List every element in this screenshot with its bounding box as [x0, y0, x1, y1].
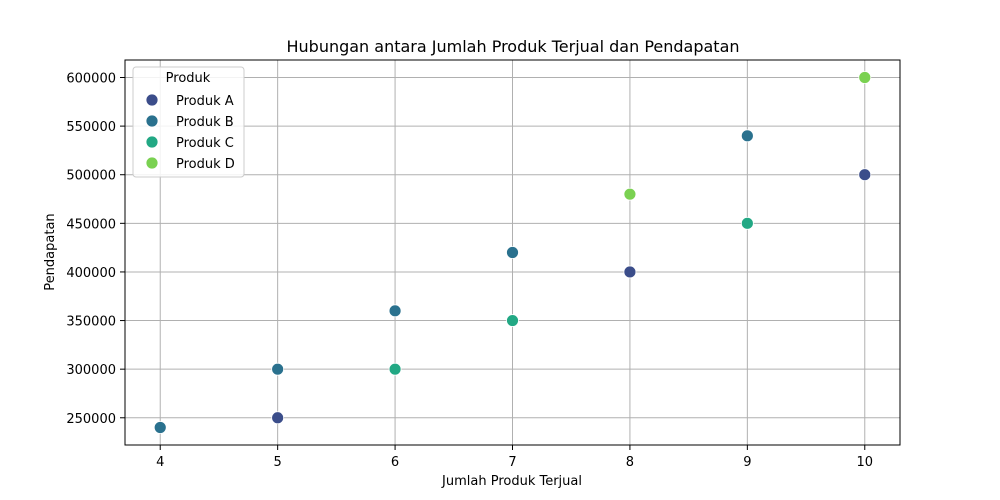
data-point-produk-c: [506, 314, 519, 327]
x-tick-label: 8: [626, 455, 634, 470]
x-tick-label: 5: [274, 455, 282, 470]
x-axis-ticks: 4 5 6 7 8 9 10: [156, 445, 873, 470]
legend-label: Produk C: [176, 136, 234, 151]
data-point-produk-c: [740, 216, 754, 230]
x-tick-label: 9: [743, 455, 751, 470]
data-point-produk-d: [858, 71, 872, 84]
y-tick-label: 250000: [66, 412, 116, 427]
legend-marker: [145, 93, 159, 107]
x-axis-label: Jumlah Produk Terjual: [441, 474, 582, 489]
data-point-produk-b: [153, 421, 167, 434]
data-point-produk-b: [740, 129, 754, 143]
legend-title: Produk: [166, 71, 211, 86]
data-point-produk-b: [506, 246, 519, 259]
data-point-produk-b: [388, 304, 402, 318]
chart-title: Hubungan antara Jumlah Produk Terjual da…: [286, 37, 739, 56]
y-tick-label: 350000: [66, 315, 116, 330]
y-tick-label: 500000: [66, 169, 116, 184]
y-tick-label: 450000: [66, 217, 116, 232]
data-point-produk-a: [271, 411, 285, 425]
data-point-produk-a: [623, 265, 637, 279]
legend-marker: [145, 114, 159, 128]
data-point-produk-a: [858, 168, 872, 182]
legend-label: Produk D: [176, 157, 235, 172]
x-tick-label: 4: [156, 455, 164, 470]
x-tick-label: 7: [508, 455, 516, 470]
x-tick-label: 10: [856, 455, 873, 470]
y-axis-label: Pendapatan: [43, 213, 58, 290]
y-tick-label: 400000: [66, 266, 116, 281]
legend-marker: [145, 156, 159, 170]
y-tick-label: 550000: [66, 120, 116, 135]
grid-lines: [125, 60, 900, 445]
y-tick-label: 600000: [66, 72, 116, 87]
legend-marker: [145, 135, 159, 149]
data-points: [153, 71, 872, 434]
legend-items: Produk A Produk B Produk C Produk D: [145, 93, 235, 172]
y-tick-label: 300000: [66, 363, 116, 378]
data-point-produk-d: [623, 187, 637, 201]
y-axis-ticks: 250000 300000 350000 400000 450000 500000 5500…: [66, 72, 125, 427]
legend: Produk Produk A Produk B Produk C Produk D: [132, 66, 245, 178]
data-point-produk-c: [388, 362, 402, 376]
data-point-produk-b: [271, 362, 285, 376]
legend-label: Produk B: [176, 115, 234, 130]
x-tick-label: 6: [391, 455, 399, 470]
legend-box: [132, 66, 245, 178]
legend-label: Produk A: [176, 94, 234, 109]
